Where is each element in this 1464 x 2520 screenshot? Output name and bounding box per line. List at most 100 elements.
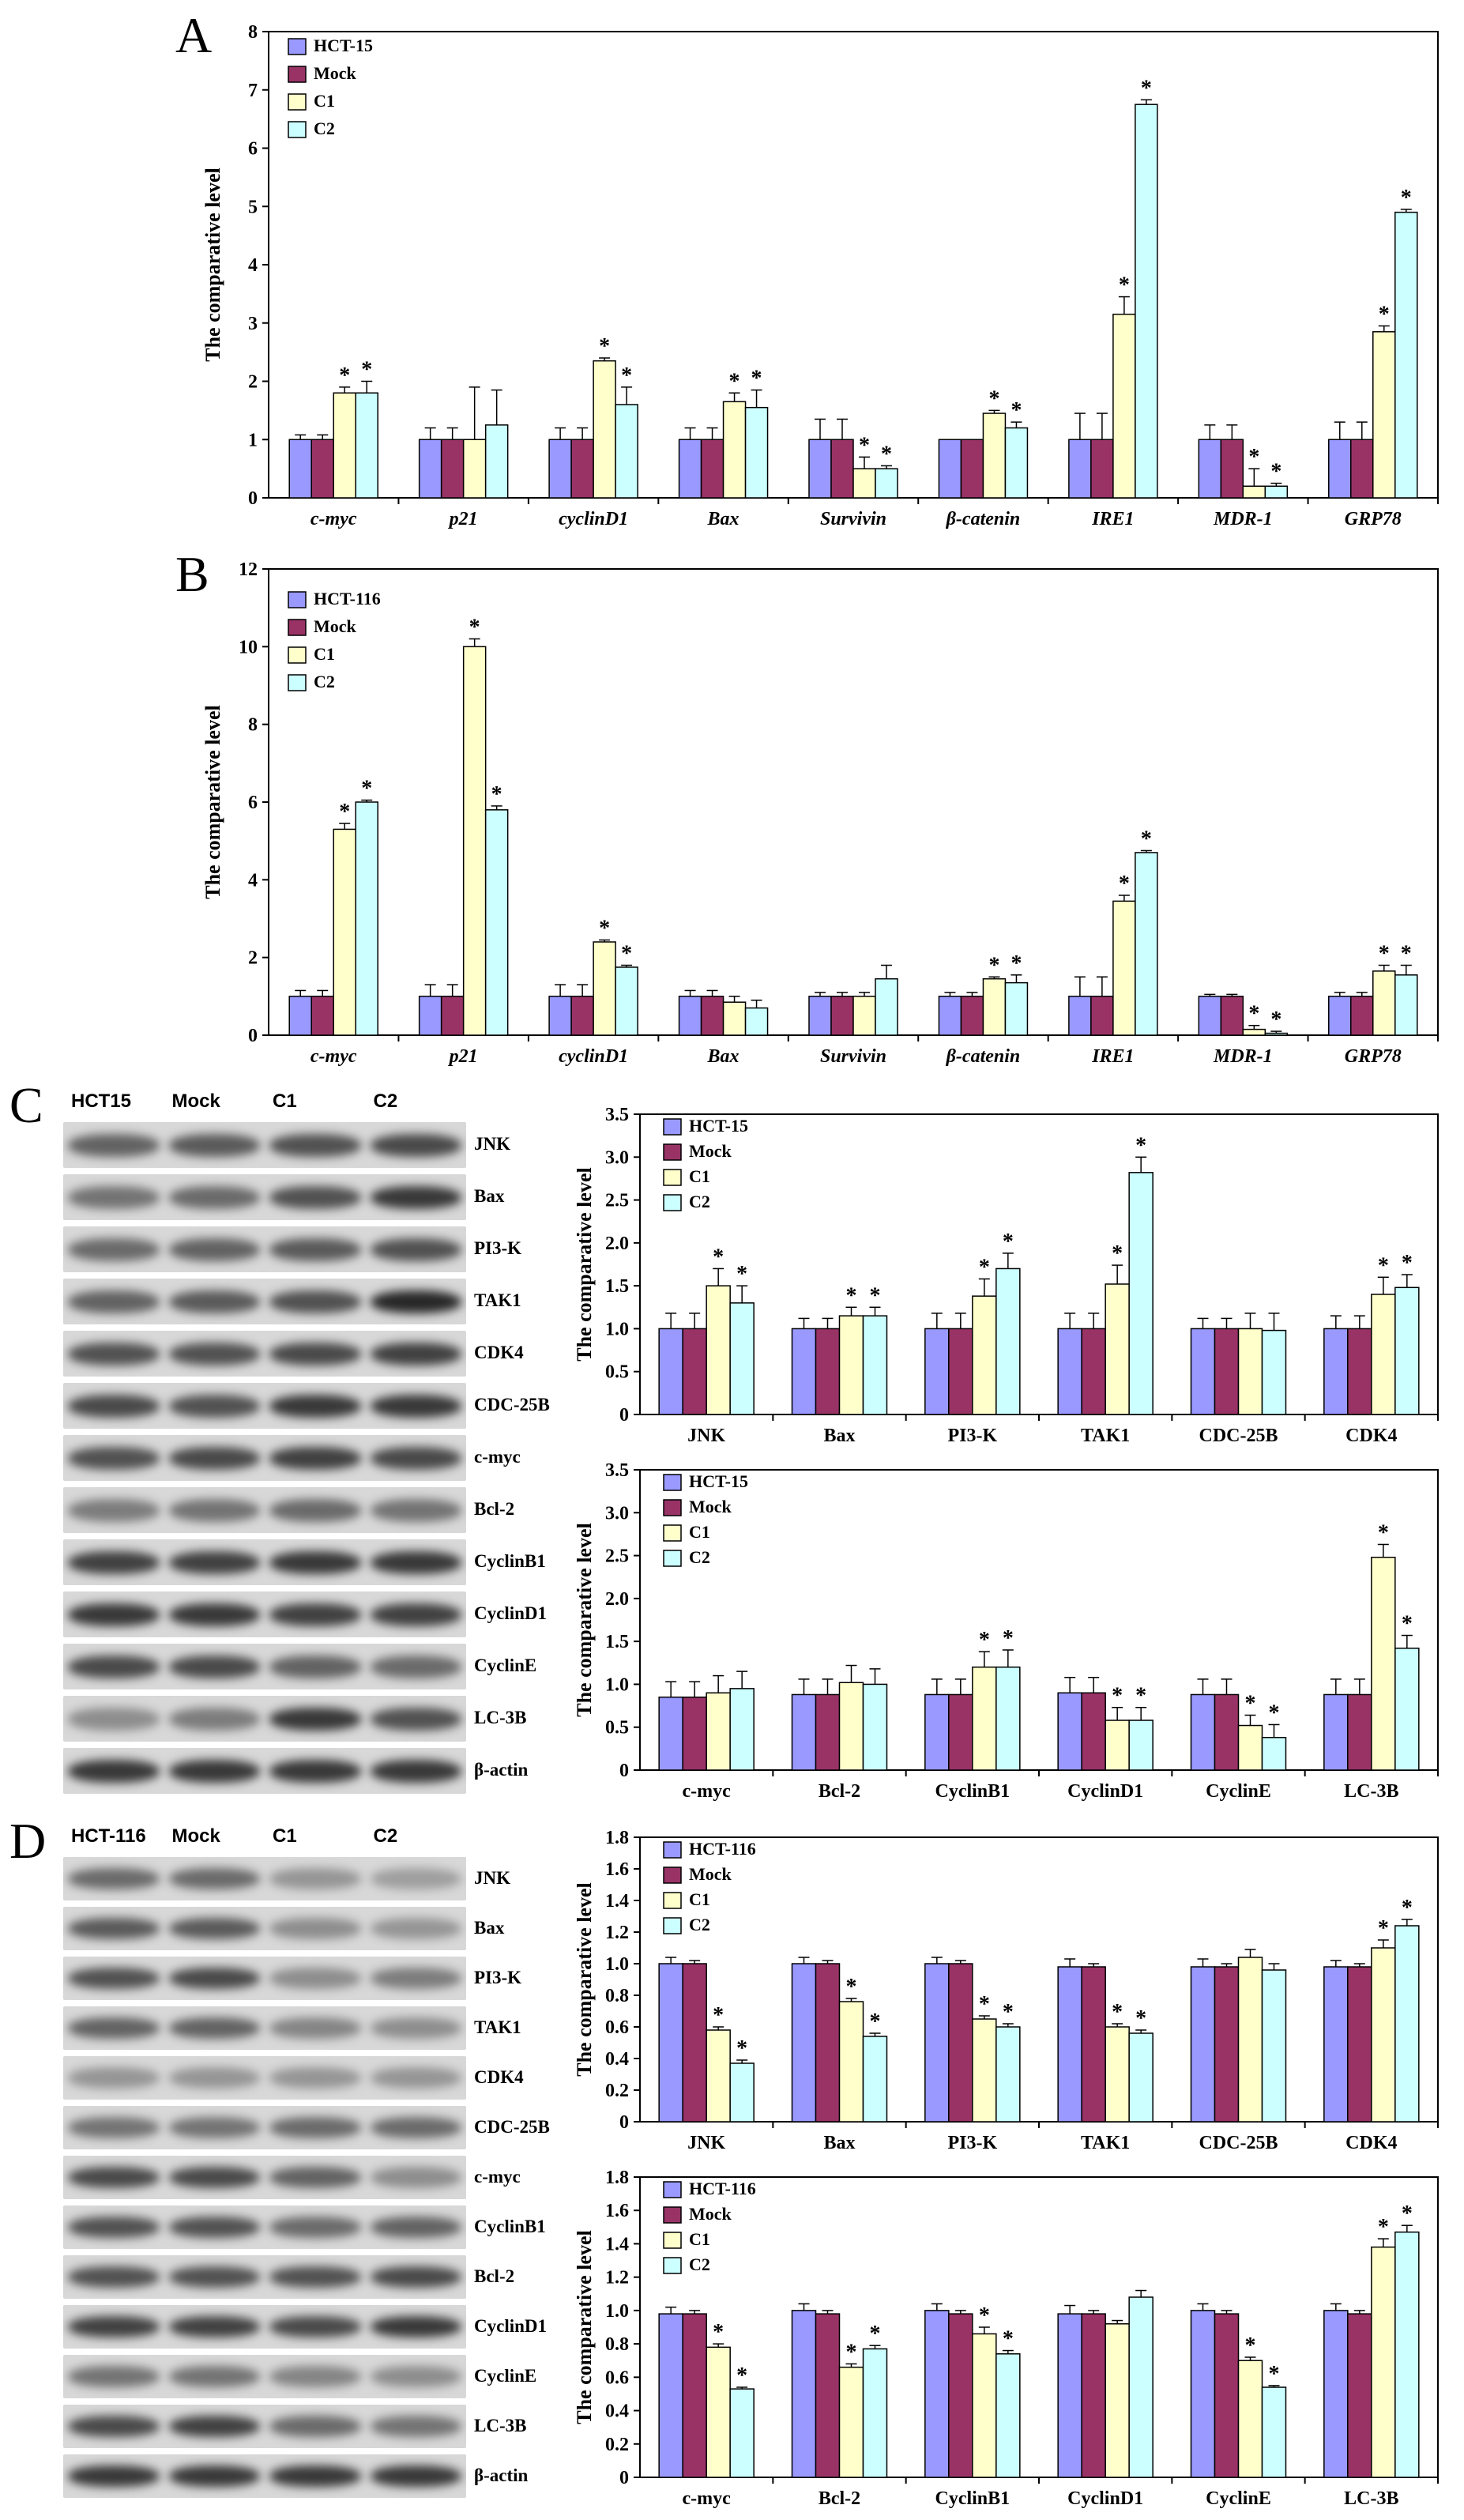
legend-swatch (288, 93, 307, 111)
blot-band (269, 1917, 361, 1940)
legend-label: C1 (689, 1166, 710, 1186)
y-tick-label: 1 (248, 430, 258, 450)
blot-strip (63, 1226, 466, 1272)
blot-band (168, 2066, 260, 2089)
bar (924, 2310, 950, 2478)
blot-band (68, 1917, 160, 1940)
significance-star: * (469, 616, 480, 640)
bar (1220, 996, 1244, 1036)
blot-band (68, 1550, 160, 1574)
x-category-label: cyclinD1 (559, 509, 628, 529)
blot-band (269, 1185, 361, 1209)
x-category-label: CyclinD1 (1067, 1781, 1143, 1802)
blot-band (370, 1603, 461, 1626)
bar (1214, 2313, 1240, 2478)
blot-band (370, 2315, 461, 2338)
bar (1323, 1693, 1349, 1771)
blot-band (168, 2465, 260, 2488)
y-tick-label: 5 (248, 197, 258, 217)
significance-star: * (846, 2340, 857, 2364)
y-tick-label: 1.4 (605, 2234, 629, 2254)
blot-strip (63, 2156, 466, 2199)
blot-protein-label: CyclinD1 (474, 1603, 547, 1623)
significance-star: * (1245, 2334, 1256, 2358)
bar (852, 996, 876, 1036)
y-axis-label: The comparative level (577, 1523, 596, 1717)
bar (1214, 1966, 1240, 2123)
western-blot-c: HCT15 Mock C1 C2 JNK Bax PI3-K TAK1 CDK4 CDC-25B c… (55, 1090, 600, 1810)
blot-band (68, 2066, 160, 2089)
bar (722, 401, 747, 499)
bar (938, 996, 962, 1036)
bar (1242, 485, 1266, 499)
bar (288, 439, 312, 499)
significance-star: * (979, 2303, 990, 2328)
y-tick-label: 0.4 (605, 2401, 629, 2422)
legend-swatch (663, 1841, 682, 1859)
blot-strip (63, 2106, 466, 2149)
bar (808, 439, 832, 499)
bar (1112, 313, 1136, 499)
bar (852, 468, 876, 499)
significance-star: * (988, 386, 999, 411)
x-category-label: CyclinB1 (935, 2488, 1010, 2509)
blot-protein-label: CyclinE (474, 2365, 537, 2386)
blot-band (68, 1655, 160, 1678)
bar (1394, 1648, 1420, 1771)
x-category-label: LC-3B (1344, 2488, 1398, 2509)
blot-band (269, 2315, 361, 2338)
blot-lane-label: HCT-116 (71, 1825, 146, 1847)
x-category-label: CyclinE (1206, 1781, 1271, 1802)
blot-band (269, 1498, 361, 1522)
bar (1323, 1966, 1349, 2123)
legend-label: C2 (689, 2254, 710, 2274)
blot-strip (63, 2255, 466, 2299)
y-tick-label: 2.5 (605, 1191, 629, 1211)
significance-star: * (870, 2010, 881, 2034)
blot-band (168, 2017, 260, 2040)
blot-protein-label: PI3-K (474, 1967, 522, 1987)
blot-strip (63, 2056, 466, 2100)
bar (838, 2366, 864, 2478)
bar (706, 2029, 731, 2123)
legend-label: C2 (689, 1192, 710, 1211)
bar (1057, 1692, 1082, 1771)
bar (948, 1693, 973, 1771)
legend-swatch (663, 2181, 682, 2198)
blot-band (168, 1967, 260, 1990)
legend-label: C1 (689, 2229, 710, 2249)
bar-chart-a: 0 1 2 3 4 5 6 7 8 The comparative level c-myc * * p21… (201, 22, 1439, 529)
bar (1350, 996, 1374, 1036)
bar (310, 996, 334, 1036)
blot-protein-label: LC-3B (474, 1708, 527, 1727)
significance-star: * (736, 2036, 747, 2061)
blot-band (269, 1707, 361, 1731)
legend-label: HCT-15 (314, 36, 373, 55)
blot-strip (63, 1748, 466, 1794)
blot-band (370, 1290, 461, 1313)
bar (1264, 485, 1289, 499)
blot-band (370, 2166, 461, 2189)
blot-strip (63, 2355, 466, 2398)
bar (838, 1682, 864, 1771)
blot-band (168, 1867, 260, 1890)
significance-star: * (1135, 2006, 1146, 2031)
x-category-label: c-myc (683, 1781, 732, 1802)
bar (862, 2036, 888, 2123)
blot-band (68, 2216, 160, 2239)
legend-label: C1 (314, 91, 335, 111)
x-category-label: CyclinE (1206, 2488, 1271, 2509)
blot-strip (63, 1696, 466, 1742)
significance-star: * (1269, 1701, 1280, 1725)
blot-band (269, 2066, 361, 2089)
bar (791, 1963, 817, 2123)
bar-chart-d-bottom: 0 0.2 0.4 0.6 0.8 1.0 1.2 1.4 1.6 1.8 The comparat… (577, 2168, 1439, 2509)
bar (1372, 970, 1396, 1036)
legend-swatch (663, 1474, 682, 1491)
blot-strip (63, 1279, 466, 1324)
bar (960, 996, 984, 1036)
bar (1394, 974, 1418, 1036)
blot-lane-label: C2 (373, 1825, 398, 1847)
bar (1090, 439, 1114, 499)
bar (615, 966, 638, 1036)
